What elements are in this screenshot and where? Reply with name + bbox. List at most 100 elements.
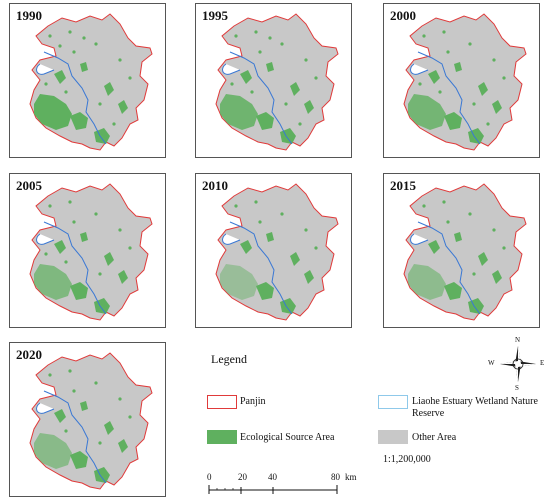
ecological-source-patch [438, 90, 442, 94]
ecological-source-patch [94, 212, 98, 216]
legend-label-panjin: Panjin [240, 396, 266, 407]
map-panel-2015: 2015 [383, 173, 540, 328]
ecological-source-patch [240, 70, 252, 84]
ecological-source-patch [70, 282, 88, 300]
legend-swatch-reserve [378, 395, 408, 409]
legend-label-reserve: Liaohe Estuary Wetland Nature Reserve [412, 396, 538, 419]
ecological-source-patch [468, 212, 472, 216]
other-area [29, 183, 153, 321]
liaohe-estuary [410, 233, 429, 245]
ecological-source-patch [34, 264, 72, 300]
ecological-source-patch [258, 220, 262, 224]
ecological-source-patch [94, 381, 98, 385]
ecological-source-patch [442, 30, 446, 34]
ecological-source-patch [34, 433, 72, 469]
ecological-source-patch [268, 36, 272, 40]
ecological-source-patch [254, 200, 258, 204]
ecological-source-patch [72, 50, 76, 54]
ecological-source-patch [58, 44, 62, 48]
panjin-map [215, 13, 339, 151]
ecological-source-patch [48, 373, 52, 377]
ecological-source-patch [44, 252, 48, 256]
liaohe-estuary [36, 233, 55, 245]
liaohe-reserve-boundary [417, 221, 481, 315]
ecological-source-patch [304, 228, 308, 232]
liaohe-reserve-boundary [43, 51, 107, 145]
map-panel-2020: 2020 [9, 342, 166, 497]
liaohe-estuary [222, 63, 241, 75]
other-area [29, 13, 153, 151]
year-label: 2010 [202, 178, 228, 193]
ecological-source-patch [104, 252, 114, 266]
ecological-source-patch [98, 272, 102, 276]
scale-unit: km [345, 472, 357, 482]
ecological-source-patch [266, 62, 274, 72]
legend-title: Legend [211, 352, 247, 366]
ecological-source-patch [230, 82, 234, 86]
ecological-source-patch [304, 58, 308, 62]
ecological-source-patch [220, 264, 258, 300]
ecological-source-patch [492, 270, 502, 284]
ecological-source-patch [104, 82, 114, 96]
ecological-source-patch [234, 204, 238, 208]
legend-swatch-ecological [207, 430, 237, 444]
ecological-source-patch [112, 122, 116, 126]
ecological-source-patch [128, 415, 132, 419]
compass-w: W [488, 359, 495, 367]
other-area [215, 13, 339, 151]
ecological-source-patch [492, 228, 496, 232]
ecological-source-patch [422, 34, 426, 38]
ecological-source-patch [34, 94, 72, 130]
ecological-source-patch [284, 102, 288, 106]
ecological-source-patch [492, 100, 502, 114]
ecological-source-patch [444, 282, 462, 300]
year-label: 2020 [16, 347, 42, 362]
ecological-source-patch [254, 30, 258, 34]
ecological-source-patch [128, 246, 132, 250]
ecological-source-patch [454, 62, 462, 72]
scale-tick-label: 0 [207, 472, 212, 482]
ecological-source-patch [104, 421, 114, 435]
scale-tick-label: 80 [331, 472, 340, 482]
ecological-source-patch [64, 90, 68, 94]
ecological-source-patch [80, 232, 88, 242]
ecological-source-patch [408, 94, 446, 130]
ecological-source-patch [234, 34, 238, 38]
ecological-source-patch [486, 122, 490, 126]
compass-rose-icon: N S E W [488, 336, 544, 392]
legend-swatch-panjin [207, 395, 237, 409]
ecological-source-patch [478, 82, 488, 96]
ecological-source-patch [48, 204, 52, 208]
liaohe-estuary [410, 63, 429, 75]
scale-ratio: 1:1,200,000 [383, 454, 431, 465]
ecological-source-patch [70, 451, 88, 469]
ecological-source-patch [472, 272, 476, 276]
year-label: 1990 [16, 8, 42, 23]
ecological-source-patch [128, 76, 132, 80]
ecological-source-patch [72, 389, 76, 393]
ecological-source-patch [98, 441, 102, 445]
ecological-source-patch [118, 270, 128, 284]
other-area [403, 183, 527, 321]
liaohe-reserve-boundary [229, 51, 293, 145]
ecological-source-patch [118, 100, 128, 114]
ecological-source-patch [408, 264, 446, 300]
other-area [403, 13, 527, 151]
ecological-source-patch [290, 252, 300, 266]
ecological-source-patch [454, 232, 462, 242]
ecological-source-patch [68, 30, 72, 34]
other-area [29, 352, 153, 490]
ecological-source-patch [256, 282, 274, 300]
ecological-source-patch [68, 369, 72, 373]
map-panel-2000: 2000 [383, 3, 540, 158]
ecological-source-patch [240, 240, 252, 254]
ecological-source-patch [280, 212, 284, 216]
ecological-source-patch [468, 42, 472, 46]
ecological-source-patch [444, 112, 462, 130]
ecological-source-patch [48, 34, 52, 38]
panjin-map [403, 183, 527, 321]
ecological-source-patch [266, 232, 274, 242]
ecological-source-patch [82, 36, 86, 40]
ecological-source-patch [118, 397, 122, 401]
ecological-source-patch [94, 42, 98, 46]
